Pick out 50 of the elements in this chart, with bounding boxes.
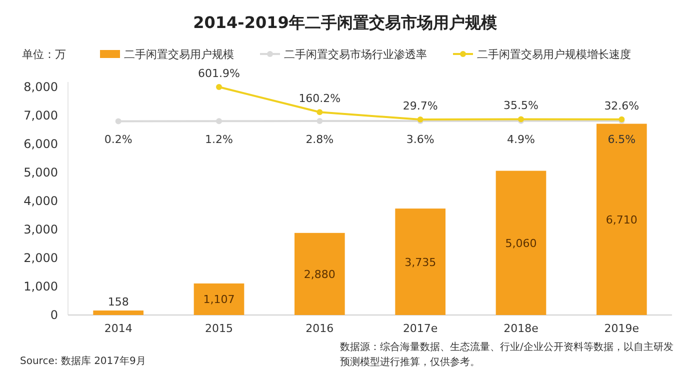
data-label: 29.7% [402, 100, 438, 113]
chart-title: 2014-2019年二手闲置交易市场用户规模 [193, 13, 497, 32]
y-tick-label: 7,000 [24, 108, 58, 122]
bar [93, 310, 144, 315]
y-tick-label: 3,000 [24, 222, 58, 236]
x-tick-label: 2014 [104, 322, 132, 335]
x-tick-label: 2019e [604, 322, 640, 335]
y-tick-label: 8,000 [24, 80, 58, 94]
legend-label: 二手闲置交易用户规模 [124, 48, 234, 61]
legend-label: 二手闲置交易用户规模增长速度 [477, 48, 631, 61]
data-label: 3.6% [406, 133, 434, 146]
bar [395, 208, 446, 315]
y-tick-label: 0 [50, 308, 58, 322]
point [316, 118, 323, 124]
bar [294, 232, 345, 315]
data-label: 1,107 [203, 293, 235, 306]
x-tick-label: 2015 [205, 322, 233, 335]
data-label: 160.2% [298, 92, 341, 106]
point [115, 118, 122, 124]
data-label: 2,880 [304, 268, 336, 281]
legend-label: 二手闲置交易市场行业渗透率 [284, 48, 427, 61]
data-label: 32.6% [604, 99, 640, 112]
data-label: 158 [108, 295, 129, 308]
y-tick-label: 4,000 [24, 194, 58, 208]
data-label: 6.5% [608, 132, 636, 146]
y-tick-label: 2,000 [24, 251, 58, 265]
data-label: 6,710 [606, 213, 638, 226]
bar [596, 124, 647, 315]
data-label: 0.2% [104, 133, 132, 146]
point [216, 84, 222, 90]
point [316, 109, 323, 116]
data-label: 3,735 [404, 256, 436, 269]
bar [194, 283, 244, 315]
bar [496, 170, 546, 315]
y-axis-title: 单位：万 [22, 48, 66, 61]
point [216, 118, 222, 124]
data-label: 4.9% [507, 132, 535, 146]
y-tick-label: 5,000 [24, 166, 58, 180]
data-label: 601.9% [198, 67, 240, 80]
x-tick-label: 2017e [402, 322, 438, 335]
source-note: Source: 数据库 2017年9月 [20, 355, 146, 367]
y-tick-label: 6,000 [24, 137, 58, 151]
data-label: 35.5% [504, 99, 538, 112]
x-tick-label: 2016 [306, 322, 334, 335]
data-label: 1.2% [205, 133, 233, 146]
text: 数据源：综合海量数据、生态流量、行业/企业公开资料等数据，以自主研发预测模型进行推算，仅供参考。 [340, 340, 674, 370]
data-label: 2.8% [306, 133, 334, 146]
data-label: 5,060 [505, 236, 537, 250]
y-tick-label: 1,000 [24, 280, 58, 294]
x-tick-label: 2018e [504, 322, 539, 335]
